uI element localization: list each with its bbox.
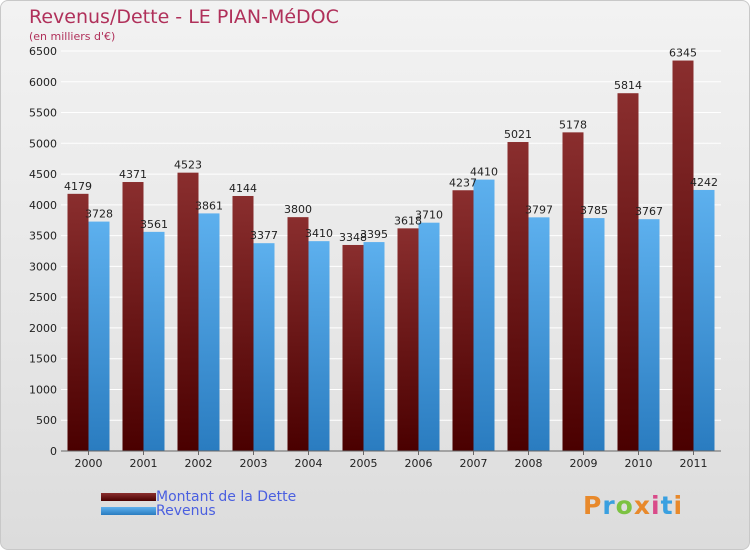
bar-debt-value-label: 5178	[559, 118, 587, 131]
logo-letter: o	[615, 491, 634, 520]
bar-revenue	[308, 241, 330, 451]
x-tick-label: 2000	[75, 457, 103, 470]
bar-revenue-value-label: 3785	[580, 204, 608, 217]
bar-debt-value-label: 4237	[449, 176, 477, 189]
y-tick-label: 1000	[29, 383, 57, 396]
x-tick-label: 2011	[680, 457, 708, 470]
bar-revenue	[473, 179, 495, 451]
bar-debt-value-label: 4371	[119, 168, 147, 181]
logo-letter: i	[651, 491, 661, 520]
x-tick-label: 2008	[515, 457, 543, 470]
x-tick-label: 2006	[405, 457, 433, 470]
bars	[67, 60, 715, 452]
x-tick-label: 2009	[570, 457, 598, 470]
bar-debt-value-label: 5814	[614, 79, 642, 92]
y-tick-label: 2000	[29, 322, 57, 335]
bar-debt-value-label: 4523	[174, 159, 202, 172]
x-axis-ticks: 2000 2001 2002 2003 2004 2005 2006 2007 2008 2009…	[75, 451, 708, 470]
x-tick-label: 2005	[350, 457, 378, 470]
bar-revenue-value-label: 3797	[525, 203, 553, 216]
bar-debt	[507, 142, 529, 451]
bar-debt-value-label: 6345	[669, 47, 697, 60]
bar-revenue	[198, 213, 220, 451]
bar-revenue-value-label: 3410	[305, 227, 333, 240]
bar-debt-value-label: 3348	[339, 231, 367, 244]
logo-letter: P	[583, 491, 603, 520]
bar-revenue-value-label: 3377	[250, 229, 278, 242]
bar-debt	[342, 244, 364, 451]
bar-revenue-value-label: 4242	[690, 176, 718, 189]
bar-revenue	[418, 222, 440, 451]
legend-label-revenue: Revenus	[156, 503, 216, 519]
bar-debt	[562, 132, 584, 451]
x-tick-label: 2007	[460, 457, 488, 470]
bar-revenue-value-label: 4410	[470, 166, 498, 179]
bar-debt	[452, 190, 474, 451]
legend-swatch-debt	[101, 493, 156, 501]
y-tick-label: 3000	[29, 260, 57, 273]
logo-letter: i	[673, 491, 684, 520]
legend-label-debt: Montant de la Dette	[156, 489, 297, 505]
bar-debt-value-label: 4179	[64, 180, 92, 193]
logo-letter: r	[602, 491, 616, 520]
x-tick-label: 2004	[295, 457, 323, 470]
bar-revenue-value-label: 3710	[415, 209, 443, 222]
y-tick-label: 5000	[29, 137, 57, 150]
logo-letter: x	[633, 491, 651, 520]
x-tick-label: 2010	[625, 457, 653, 470]
y-tick-label: 3500	[29, 230, 57, 243]
chart-subtitle: (en milliers d'€)	[29, 30, 116, 43]
chart-title: Revenus/Dette - LE PIAN-MéDOC	[29, 6, 339, 28]
bar-revenue-value-label: 3861	[195, 199, 223, 212]
legend-item-revenue: Revenus	[101, 503, 216, 519]
bar-debt-value-label: 3618	[394, 214, 422, 227]
y-tick-label: 4500	[29, 168, 57, 181]
x-tick-label: 2002	[185, 457, 213, 470]
bar-revenue-value-label: 3561	[140, 218, 168, 231]
legend-swatch-revenue	[101, 507, 156, 515]
y-tick-label: 1500	[29, 353, 57, 366]
bar-debt-value-label: 3800	[284, 203, 312, 216]
bar-revenue	[88, 221, 110, 451]
bar-revenue	[253, 243, 275, 451]
y-tick-label: 6500	[29, 45, 57, 58]
logo-letter: t	[660, 491, 674, 520]
y-tick-label: 6000	[29, 76, 57, 89]
bar-debt-value-label: 5021	[504, 128, 532, 141]
legend-item-debt: Montant de la Dette	[101, 489, 296, 505]
bar-debt	[122, 182, 144, 451]
bar-revenue	[638, 219, 660, 451]
bar-revenue	[693, 189, 715, 451]
bar-debt	[672, 60, 694, 452]
bar-revenue	[143, 231, 165, 451]
x-tick-label: 2001	[130, 457, 158, 470]
bar-debt	[397, 228, 419, 451]
value-labels: 4179 3728 4371 3561 4523 3861 4144 3377 3800 3410…	[64, 47, 718, 244]
bar-revenue-value-label: 3395	[360, 228, 388, 241]
bar-revenue-value-label: 3767	[635, 205, 663, 218]
proxiti-logo: Proxiti	[583, 491, 683, 520]
bar-debt	[67, 193, 89, 452]
bar-debt	[177, 172, 199, 451]
bar-revenue	[583, 218, 605, 451]
y-tick-label: 5500	[29, 107, 57, 120]
y-tick-label: 0	[50, 445, 57, 458]
bar-revenue	[363, 242, 385, 451]
bar-debt	[617, 93, 639, 451]
x-tick-label: 2003	[240, 457, 268, 470]
y-tick-label: 2500	[29, 291, 57, 304]
y-tick-label: 4000	[29, 199, 57, 212]
bar-debt	[287, 217, 309, 451]
y-axis-ticks: 0 500 1000 1500 2000 2500 3000 3500 4000 4500 5000…	[29, 45, 57, 458]
y-tick-label: 500	[36, 414, 57, 427]
bar-revenue-value-label: 3728	[85, 208, 113, 221]
bar-revenue	[528, 217, 550, 451]
grid-lines	[61, 50, 721, 452]
bar-debt	[232, 195, 254, 451]
bar-debt-value-label: 4144	[229, 182, 257, 195]
